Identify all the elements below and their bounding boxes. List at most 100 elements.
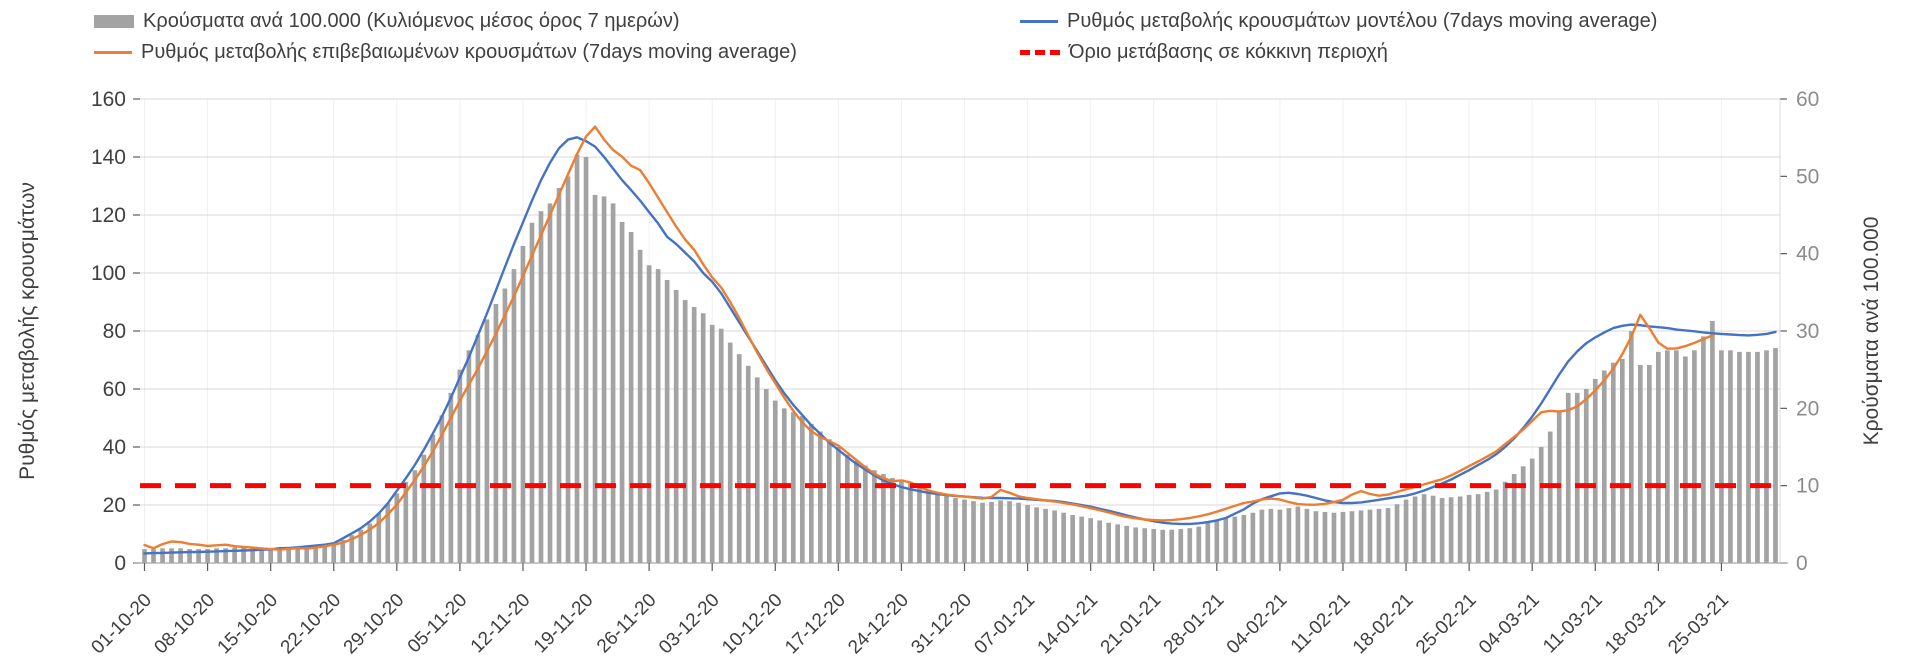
cases-bar	[376, 513, 382, 563]
cases-bar	[313, 545, 319, 563]
cases-bar	[151, 549, 156, 563]
cases-bar	[142, 549, 147, 563]
cases-bar	[358, 529, 364, 563]
cases-bar	[628, 232, 634, 563]
right-axis-tick-labels: 0 10 20 30 40 50 60	[1796, 88, 1819, 575]
cases-bar	[1466, 494, 1472, 563]
cases-bar	[836, 447, 841, 563]
cases-bar	[1421, 494, 1427, 563]
cases-bar	[538, 211, 544, 563]
cases-bar	[295, 546, 301, 563]
legend-item-model-rate: Ρυθμός μεταβολής κρουσμάτων μοντέλου (7d…	[1020, 8, 1657, 34]
cases-bar	[1205, 522, 1211, 563]
cases-bar	[1322, 511, 1328, 563]
cases-bar	[727, 342, 733, 563]
cases-bar	[421, 454, 427, 563]
cases-bar	[1025, 505, 1030, 563]
cases-bar	[502, 288, 508, 563]
cases-bar	[268, 548, 274, 563]
cases-bar	[178, 548, 183, 563]
cases-bar	[845, 454, 850, 563]
x-tick-label: 19-11-20	[530, 590, 598, 658]
x-axis-tick-labels: 01-10-2008-10-2015-10-2022-10-2029-10-20…	[87, 590, 1733, 659]
x-tick-label: 07-01-21	[970, 590, 1039, 659]
cases-bar	[1088, 518, 1094, 563]
cases-bar	[709, 324, 715, 563]
cases-bar	[664, 279, 670, 563]
x-tick-label: 11-02-21	[1287, 590, 1355, 658]
cases-bar	[1529, 458, 1535, 563]
cases-bar	[1115, 524, 1121, 563]
cases-bar	[1394, 504, 1400, 563]
cases-bar	[1385, 508, 1391, 563]
cases-bar	[1601, 370, 1607, 563]
x-tick-label: 24-12-20	[844, 590, 913, 659]
cases-bar	[1646, 365, 1652, 563]
cases-bar	[944, 495, 949, 563]
cases-bar	[881, 474, 886, 563]
cases-bar	[1412, 496, 1418, 563]
cases-bar	[619, 221, 625, 563]
cases-bar	[1574, 392, 1580, 563]
right-tick-label: 30	[1796, 320, 1819, 343]
cases-bar	[475, 334, 481, 563]
cases-bar	[1052, 510, 1057, 563]
cases-bar	[286, 547, 292, 563]
cases-bar	[1160, 529, 1166, 563]
cases-bar	[1520, 466, 1526, 563]
left-axis-title: Ρυθμός μεταβολής κρουσμάτων	[16, 182, 39, 480]
x-tick-label: 29-10-20	[340, 590, 409, 659]
cases-bar	[1367, 509, 1373, 563]
cases-bar	[1313, 511, 1319, 563]
x-tick-label: 04-03-21	[1475, 590, 1544, 659]
cases-bar	[1250, 512, 1256, 563]
cases-bar	[989, 501, 994, 563]
cases-bar	[1484, 491, 1490, 563]
cases-bar	[1583, 389, 1589, 563]
x-tick-label: 28-01-21	[1160, 590, 1229, 659]
cases-bar	[1196, 526, 1202, 563]
legend-label-cases-bars: Κρούσματα ανά 100.000 (Κυλιόμενος μέσος …	[143, 9, 680, 32]
left-tick-label: 0	[114, 552, 126, 575]
x-tick-label: 17-12-20	[781, 590, 850, 659]
cases-bar	[592, 194, 598, 564]
legend-item-red-threshold: Όριο μετάβασης σε κόκκινη περιοχή	[1020, 39, 1388, 65]
cases-bar	[1737, 351, 1742, 563]
x-tick-label: 12-11-20	[467, 590, 535, 658]
left-tick-label: 40	[103, 436, 126, 459]
cases-bar	[1286, 508, 1292, 563]
x-tick-label: 18-02-21	[1349, 590, 1418, 659]
cases-bar	[1016, 502, 1021, 563]
cases-bar	[1610, 362, 1616, 563]
cases-bar	[412, 470, 418, 563]
left-tick-label: 160	[91, 88, 126, 111]
cases-bar	[1043, 508, 1048, 563]
cases-bar	[754, 377, 760, 563]
cases-bar	[484, 319, 490, 563]
legend-label-confirmed-rate: Ρυθμός μεταβολής επιβεβαιωμένων κρουσμάτ…	[141, 40, 797, 63]
cases-bar	[1376, 508, 1382, 563]
cases-bar	[1142, 528, 1148, 563]
x-tick-label: 26-11-20	[593, 590, 661, 658]
cases-bar	[1007, 501, 1012, 563]
cases-bar	[745, 365, 751, 563]
cases-bar	[1656, 351, 1661, 563]
cases-bar	[223, 548, 228, 563]
x-tick-label: 08-10-20	[150, 590, 219, 659]
cases-bar	[385, 503, 391, 563]
cases-bar	[1295, 506, 1301, 563]
cases-bar	[1728, 350, 1733, 563]
cases-bar	[971, 501, 976, 563]
right-tick-label: 10	[1796, 475, 1819, 498]
cases-bar	[935, 493, 940, 563]
cases-bar	[160, 548, 165, 563]
cases-bar	[655, 269, 661, 563]
cases-bar	[1475, 494, 1481, 563]
right-axis-title: Κρούσματα ανά 100.000	[1860, 217, 1883, 446]
cases-bar	[790, 412, 796, 563]
cases-bar	[980, 502, 985, 563]
cases-bar	[998, 500, 1003, 563]
cases-bar	[1331, 512, 1337, 563]
model-rate-line-swatch	[1020, 19, 1058, 23]
